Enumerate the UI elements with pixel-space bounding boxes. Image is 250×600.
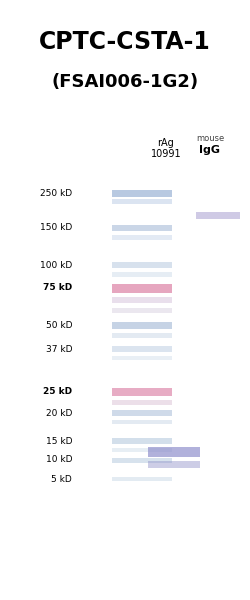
Text: mouse: mouse <box>196 134 224 143</box>
Text: 5 kD: 5 kD <box>51 475 72 484</box>
Bar <box>112 420 172 424</box>
Text: rAg: rAg <box>158 138 174 148</box>
Text: 75 kD: 75 kD <box>43 283 72 292</box>
Text: 250 kD: 250 kD <box>40 188 72 197</box>
Text: 15 kD: 15 kD <box>46 437 72 445</box>
Bar <box>112 477 172 481</box>
Bar <box>112 322 172 329</box>
Text: 20 kD: 20 kD <box>46 409 72 418</box>
Bar <box>196 211 240 218</box>
Bar <box>112 332 172 337</box>
Bar <box>112 271 172 277</box>
Bar <box>112 235 172 239</box>
Text: 150 kD: 150 kD <box>40 223 72 232</box>
Text: 50 kD: 50 kD <box>46 320 72 329</box>
Bar <box>112 190 172 196</box>
Text: 25 kD: 25 kD <box>43 388 72 397</box>
Text: 10 kD: 10 kD <box>46 455 72 464</box>
Bar <box>112 457 172 463</box>
Bar <box>112 410 172 416</box>
Text: 10991: 10991 <box>151 149 181 159</box>
Bar <box>148 461 200 467</box>
Bar <box>112 307 172 313</box>
Bar <box>112 438 172 444</box>
Text: (FSAI006-1G2): (FSAI006-1G2) <box>52 73 199 91</box>
Bar <box>112 297 172 303</box>
Text: IgG: IgG <box>200 145 220 155</box>
Text: 37 kD: 37 kD <box>46 344 72 353</box>
Bar <box>112 356 172 360</box>
Bar <box>112 448 172 452</box>
Text: 100 kD: 100 kD <box>40 260 72 269</box>
Bar <box>112 283 172 292</box>
Bar <box>112 225 172 231</box>
Text: CPTC-CSTA-1: CPTC-CSTA-1 <box>39 30 211 54</box>
Bar <box>112 388 172 396</box>
Bar <box>112 400 172 404</box>
Bar <box>112 262 172 268</box>
Bar <box>148 447 200 457</box>
Bar <box>112 346 172 352</box>
Bar <box>112 199 172 203</box>
